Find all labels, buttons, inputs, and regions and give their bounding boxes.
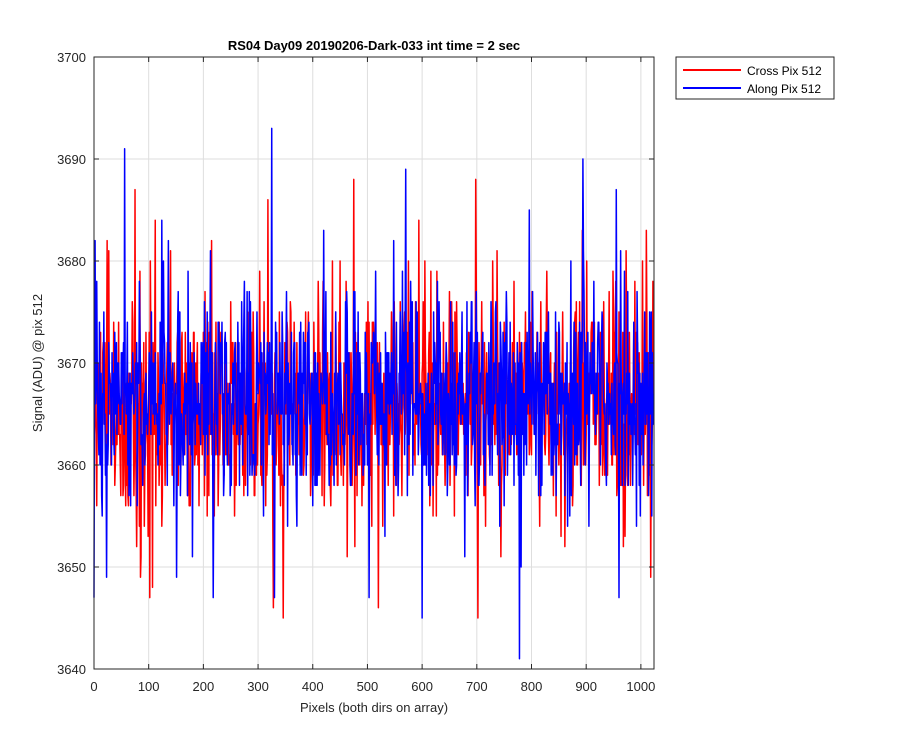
y-tick-label: 3650 (57, 560, 86, 575)
legend-label-cross: Cross Pix 512 (747, 64, 822, 78)
y-tick-label: 3660 (57, 458, 86, 473)
chart-title: RS04 Day09 20190206-Dark-033 int time = … (228, 38, 520, 53)
x-tick-label: 200 (193, 679, 215, 694)
x-tick-label: 800 (521, 679, 543, 694)
legend-label-along: Along Pix 512 (747, 82, 821, 96)
x-tick-label: 100 (138, 679, 160, 694)
tick-labels: 0 100 200 300 400 500 600 700 800 900 1000 3640 3650… (57, 50, 655, 694)
series-layer (93, 127, 655, 660)
x-axis-label: Pixels (both dirs on array) (300, 700, 448, 715)
x-tick-label: 900 (575, 679, 597, 694)
legend-box (675, 56, 835, 100)
x-tick-label: 1000 (626, 679, 655, 694)
tick-marks (93, 56, 654, 670)
y-tick-label: 3700 (57, 50, 86, 65)
x-tick-label: 600 (411, 679, 433, 694)
series-line-along-pix (93, 127, 655, 660)
y-tick-label: 3690 (57, 152, 86, 167)
x-tick-label: 400 (302, 679, 324, 694)
y-tick-label: 3670 (57, 356, 86, 371)
y-axis-label: Signal (ADU) @ pix 512 (30, 294, 45, 432)
legend: Cross Pix 512 Along Pix 512 (675, 56, 835, 100)
x-tick-label: 300 (247, 679, 269, 694)
x-tick-label: 0 (90, 679, 97, 694)
x-tick-label: 700 (466, 679, 488, 694)
x-tick-label: 500 (357, 679, 379, 694)
y-tick-label: 3680 (57, 254, 86, 269)
y-tick-label: 3640 (57, 662, 86, 677)
